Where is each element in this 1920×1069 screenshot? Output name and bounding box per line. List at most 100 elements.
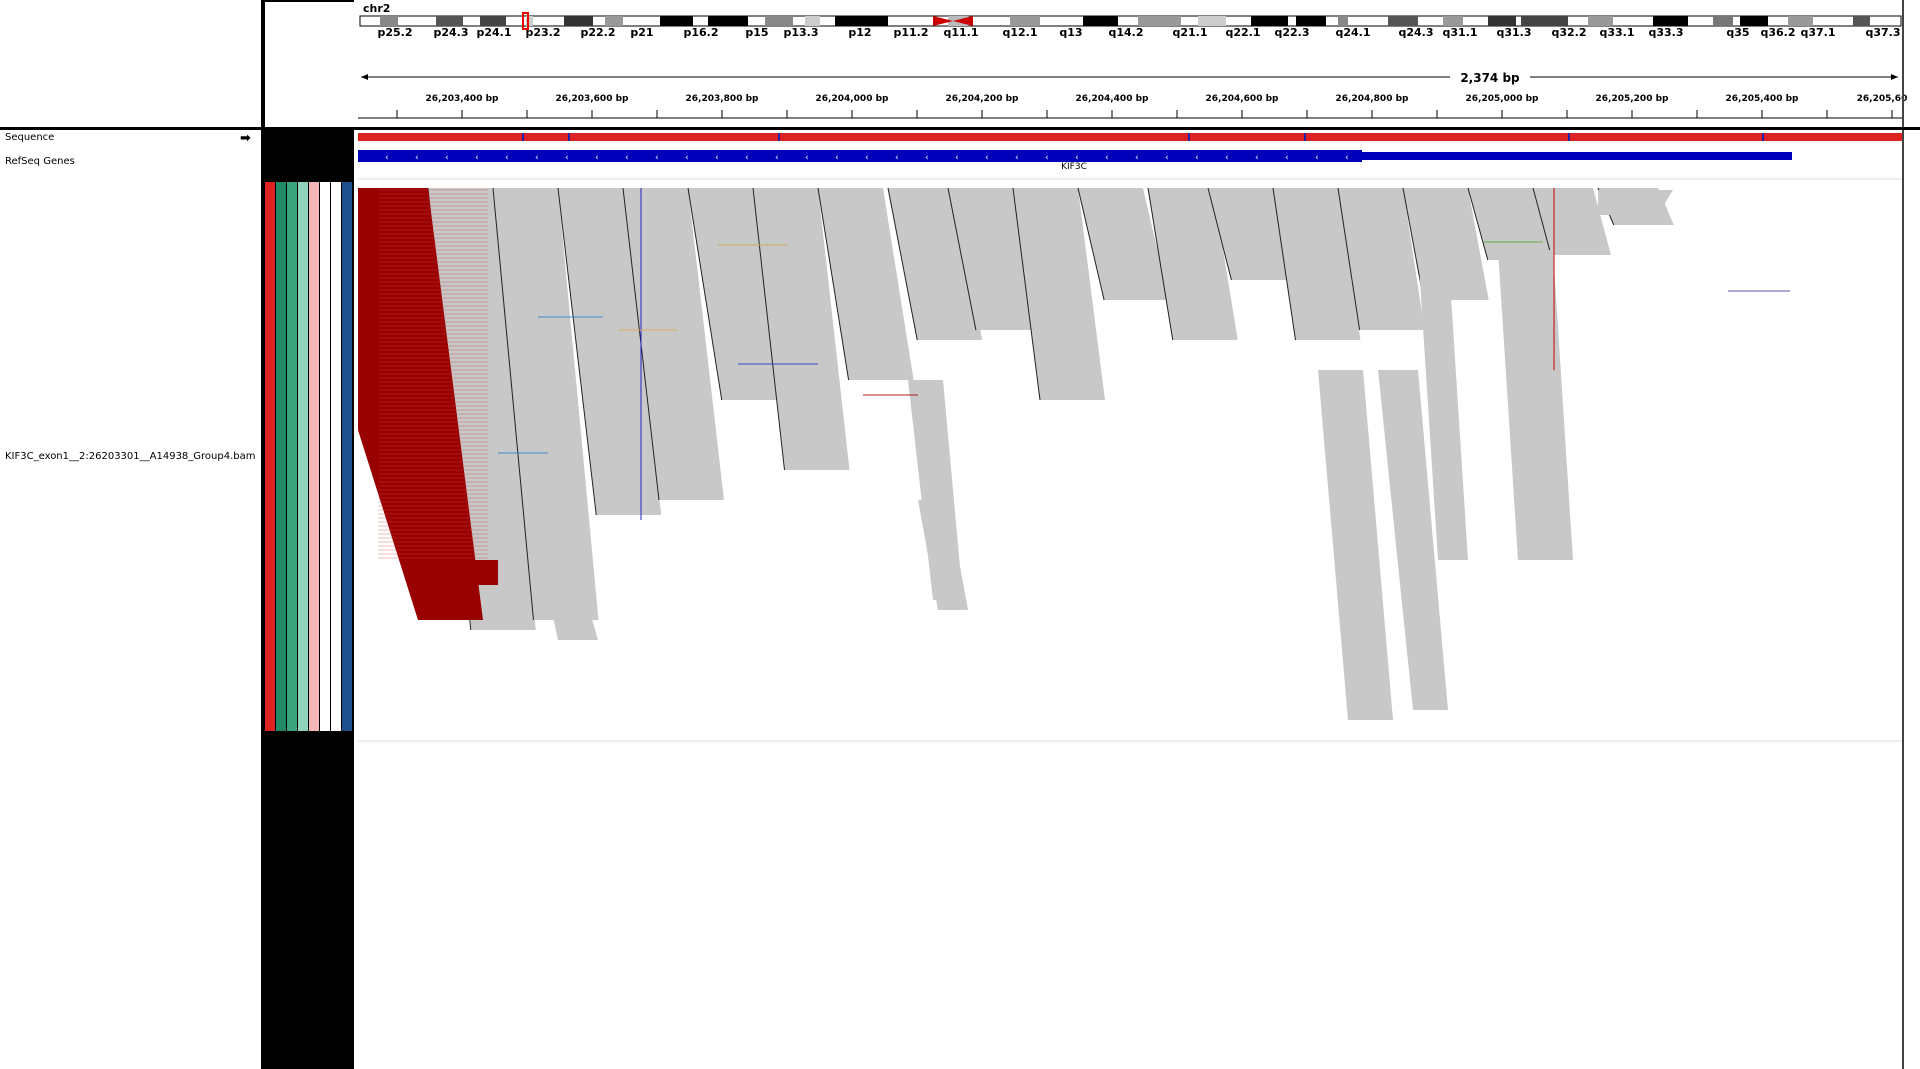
alignment-view[interactable]: chr2 p25.2 p24.3 p24.1 p23.2 p22.2 p21 p16.2 p1… bbox=[358, 0, 1920, 1069]
base bbox=[1728, 133, 1730, 141]
base bbox=[1248, 133, 1250, 141]
attribute-column[interactable] bbox=[276, 182, 286, 731]
base bbox=[548, 133, 550, 141]
attribute-column[interactable] bbox=[298, 182, 308, 731]
base bbox=[1340, 133, 1342, 141]
attribute-column[interactable] bbox=[287, 182, 297, 731]
base bbox=[1214, 133, 1216, 141]
strand-arrow-icon: ‹ bbox=[565, 153, 569, 163]
base bbox=[1120, 133, 1122, 141]
attribute-columns[interactable] bbox=[265, 130, 354, 1069]
strand-arrow-icon: ‹ bbox=[895, 153, 899, 163]
ruler-label: 26,204,600 bp bbox=[1206, 94, 1280, 104]
base bbox=[706, 133, 708, 141]
base bbox=[1874, 133, 1876, 141]
base bbox=[1058, 133, 1060, 141]
base bbox=[1398, 133, 1400, 141]
strand-arrow-icon: ‹ bbox=[505, 153, 509, 163]
ruler-label: 26,204,000 bp bbox=[816, 94, 890, 104]
base bbox=[1224, 133, 1226, 141]
strand-arrow-icon: ‹ bbox=[595, 153, 599, 163]
base bbox=[1442, 133, 1444, 141]
base bbox=[1754, 133, 1756, 141]
base bbox=[556, 133, 558, 141]
base bbox=[1872, 133, 1874, 141]
base bbox=[390, 133, 392, 141]
ruler-label: 26,205,60 bbox=[1857, 94, 1908, 104]
base bbox=[1032, 133, 1034, 141]
base bbox=[1394, 133, 1396, 141]
softclip-block bbox=[438, 560, 498, 585]
base bbox=[752, 133, 754, 141]
base bbox=[960, 133, 962, 141]
base bbox=[1774, 133, 1776, 141]
read-edge bbox=[1147, 187, 1174, 341]
base bbox=[1246, 133, 1248, 141]
base bbox=[1734, 133, 1736, 141]
base bbox=[1464, 133, 1466, 141]
base bbox=[1578, 133, 1580, 141]
attribute-column[interactable] bbox=[309, 182, 319, 731]
sequence-track[interactable] bbox=[358, 133, 1904, 141]
base bbox=[788, 133, 790, 141]
base bbox=[650, 133, 652, 141]
base bbox=[1710, 133, 1712, 141]
read-edge bbox=[1272, 187, 1296, 341]
base bbox=[1376, 133, 1378, 141]
base bbox=[1674, 133, 1676, 141]
base bbox=[798, 133, 800, 141]
base bbox=[1704, 133, 1706, 141]
base bbox=[1784, 133, 1786, 141]
attribute-column[interactable] bbox=[342, 182, 352, 731]
base bbox=[684, 133, 686, 141]
base bbox=[860, 133, 862, 141]
base bbox=[1798, 133, 1800, 141]
base bbox=[832, 133, 834, 141]
base bbox=[972, 133, 974, 141]
refseq-track-label[interactable]: RefSeq Genes bbox=[5, 156, 75, 167]
base bbox=[782, 133, 784, 141]
alignment-reads[interactable] bbox=[358, 187, 1790, 720]
base bbox=[416, 133, 418, 141]
base bbox=[1358, 133, 1360, 141]
strand-arrow-icon: ‹ bbox=[1225, 153, 1229, 163]
base bbox=[1178, 133, 1180, 141]
base bbox=[1510, 133, 1512, 141]
base bbox=[1804, 133, 1806, 141]
base bbox=[1594, 133, 1596, 141]
attribute-column[interactable] bbox=[320, 182, 330, 731]
refseq-gene-kif3c[interactable]: ‹ ‹ ‹ ‹ ‹ ‹ ‹ ‹ ‹ ‹ ‹ ‹ ‹ ‹ ‹ ‹ ‹ ‹ ‹ ‹ ‹ ‹ ‹ ‹ ‹ ‹ ‹ ‹ ‹ ‹ ‹ ‹ ‹ bbox=[358, 150, 1792, 163]
chromosome-ideogram[interactable] bbox=[359, 12, 1902, 30]
attribute-column[interactable] bbox=[331, 182, 341, 731]
band-label: p22.2 bbox=[580, 26, 615, 39]
base bbox=[1136, 133, 1138, 141]
base bbox=[1748, 133, 1750, 141]
attribute-column[interactable] bbox=[265, 182, 275, 731]
base bbox=[1474, 133, 1476, 141]
base bbox=[1194, 133, 1196, 141]
strand-arrow-icon[interactable]: ➡ bbox=[240, 131, 251, 146]
position-ruler[interactable]: 26,203,400 bp 26,203,600 bp 26,203,800 bp 2… bbox=[396, 94, 1908, 118]
base bbox=[1646, 133, 1648, 141]
base bbox=[1848, 133, 1850, 141]
base bbox=[1374, 133, 1376, 141]
bam-track-label[interactable]: KIF3C_exon1__2:26203301__A14938_Group4.b… bbox=[5, 451, 256, 462]
base bbox=[1148, 133, 1150, 141]
base bbox=[1008, 133, 1010, 141]
base bbox=[438, 133, 440, 141]
ideogram-band bbox=[835, 16, 888, 26]
base bbox=[1262, 133, 1264, 141]
ruler-label: 26,205,200 bp bbox=[1596, 94, 1670, 104]
base bbox=[474, 133, 476, 141]
base bbox=[1530, 133, 1532, 141]
base bbox=[1696, 133, 1698, 141]
base bbox=[372, 133, 374, 141]
sequence-track-label[interactable]: Sequence bbox=[5, 132, 55, 143]
data-panel[interactable]: chr2 p25.2 p24.3 p24.1 p23.2 p22.2 p21 p16.2 p1… bbox=[358, 0, 1920, 1069]
base bbox=[1556, 133, 1558, 141]
base bbox=[764, 133, 766, 141]
base bbox=[988, 133, 990, 141]
base bbox=[450, 133, 452, 141]
base bbox=[1428, 133, 1430, 141]
base bbox=[1582, 133, 1584, 141]
